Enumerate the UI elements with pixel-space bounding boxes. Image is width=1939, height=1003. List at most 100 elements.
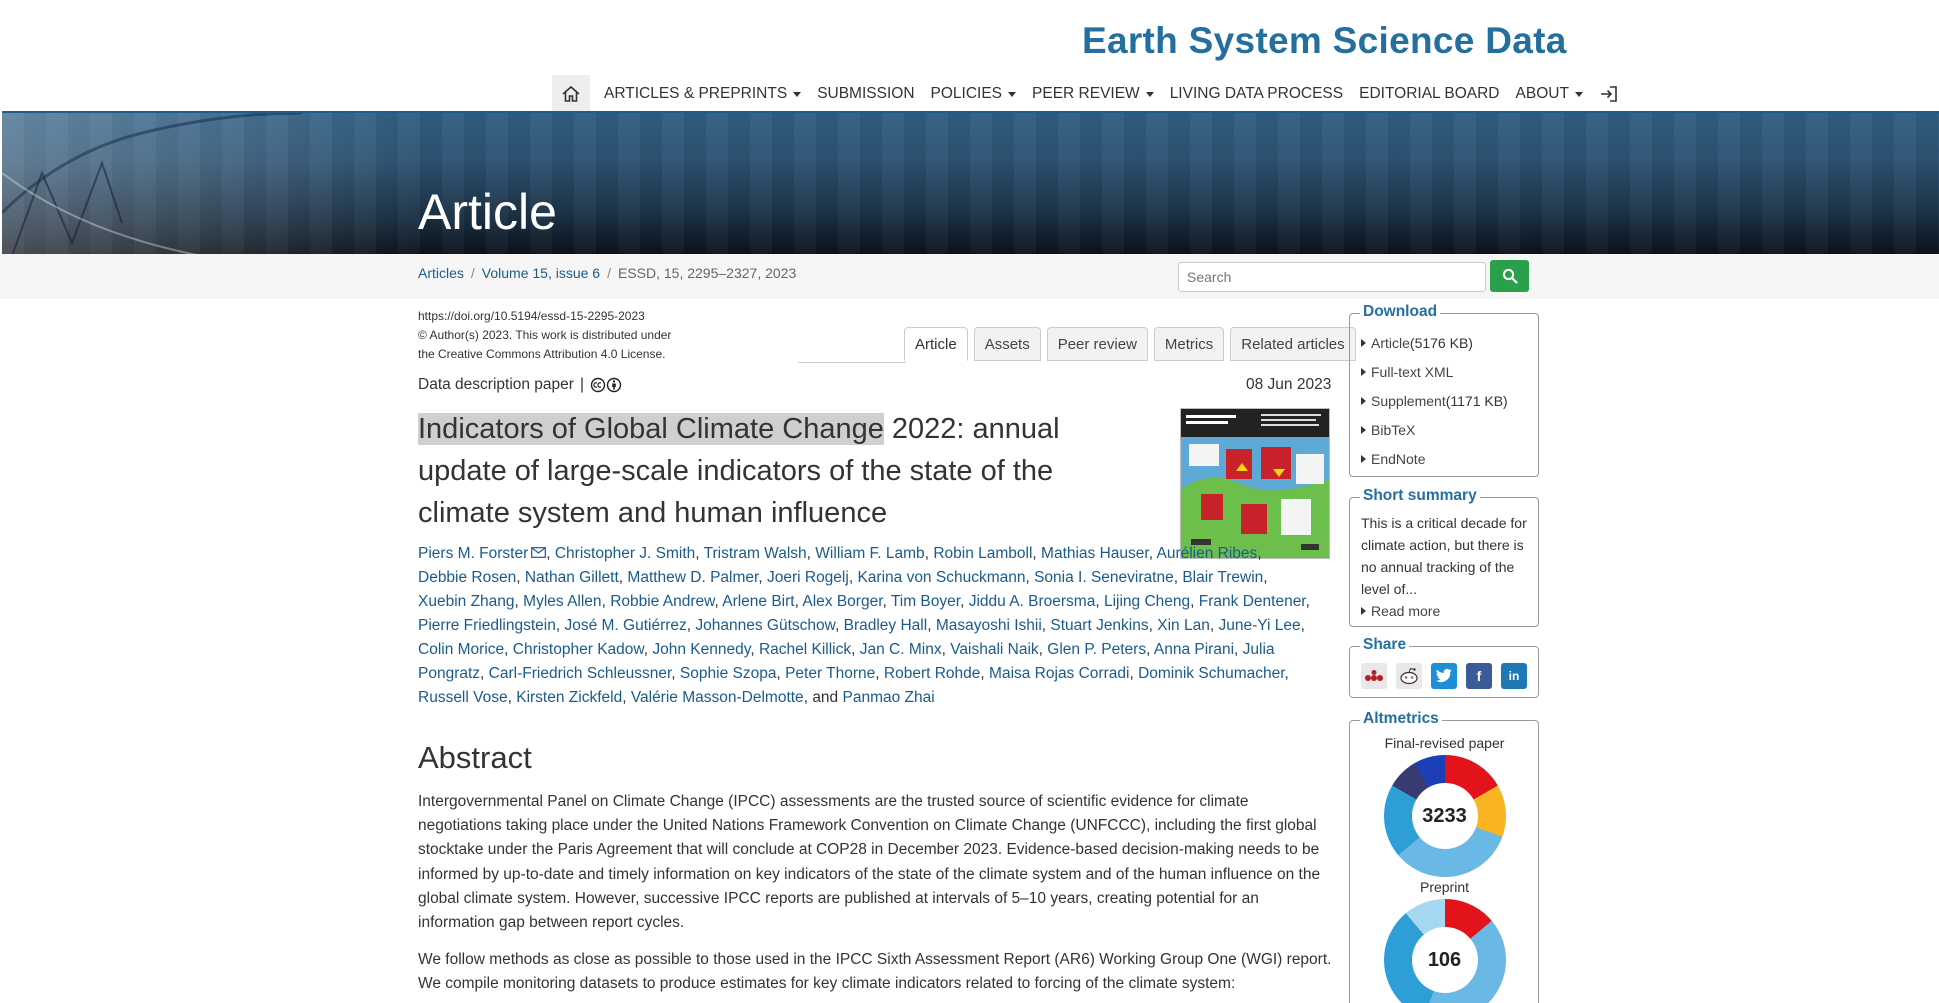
download-supplement[interactable]: Supplement (1171 KB) <box>1361 386 1528 415</box>
nav-policies[interactable]: POLICIES <box>923 85 1025 103</box>
tab-peer-review[interactable]: Peer review <box>1047 327 1148 361</box>
author-link[interactable]: John Kennedy <box>652 641 750 658</box>
author-link[interactable]: Dominik Schumacher <box>1138 665 1284 682</box>
author-link[interactable]: Robin Lamboll <box>933 545 1032 562</box>
author-and: and <box>812 689 838 706</box>
site-title[interactable]: Earth System Science Data <box>1082 20 1567 62</box>
author-link[interactable]: Sonia I. Seneviratne <box>1034 569 1174 586</box>
author-link[interactable]: Carl-Friedrich Schleussner <box>489 665 672 682</box>
altmetrics-box: Altmetrics Final-revised paper 3233 Prep… <box>1349 720 1539 1003</box>
breadcrumb-articles[interactable]: Articles <box>418 265 464 281</box>
login-button[interactable] <box>1591 85 1627 103</box>
author-link[interactable]: Bradley Hall <box>844 617 928 634</box>
author-link[interactable]: Panmao Zhai <box>843 689 935 706</box>
author-link[interactable]: Robert Rohde <box>884 665 981 682</box>
author-link[interactable]: Nathan Gillett <box>525 569 619 586</box>
author-link[interactable]: Aurélien Ribes <box>1157 545 1258 562</box>
license-text[interactable]: the Creative Commons Attribution 4.0 Lic… <box>418 345 708 364</box>
author-link[interactable]: Johannes Gütschow <box>695 617 835 634</box>
banner-seismograph-graphic <box>2 113 422 254</box>
author-link[interactable]: Joeri Rogelj <box>767 569 849 586</box>
author-link[interactable]: June-Yi Lee <box>1218 617 1300 634</box>
download-label[interactable]: Full-text XML <box>1371 364 1453 380</box>
author-link[interactable]: Russell Vose <box>418 689 508 706</box>
author-link[interactable]: Vaishali Naik <box>950 641 1038 658</box>
download-label[interactable]: BibTeX <box>1371 422 1415 438</box>
envelope-icon[interactable] <box>531 547 546 558</box>
author-link[interactable]: Sophie Szopa <box>680 665 777 682</box>
author-link[interactable]: Rachel Killick <box>759 641 851 658</box>
banner-title: Article <box>418 183 557 241</box>
author-link[interactable]: Arlene Birt <box>722 593 794 610</box>
doi-link[interactable]: https://doi.org/10.5194/essd-15-2295-202… <box>418 307 708 326</box>
author-link[interactable]: Valérie Masson-Delmotte <box>631 689 804 706</box>
author-link[interactable]: Christopher Kadow <box>513 641 644 658</box>
download-label[interactable]: Supplement <box>1371 393 1446 409</box>
share-facebook[interactable]: f <box>1466 663 1492 689</box>
author-link[interactable]: José M. Gutiérrez <box>564 617 686 634</box>
download-endnote[interactable]: EndNote <box>1361 444 1528 473</box>
author-link[interactable]: Glen P. Peters <box>1047 641 1146 658</box>
share-mendeley[interactable] <box>1361 663 1387 689</box>
author-separator: , <box>1190 593 1199 610</box>
nav-articles-preprints[interactable]: ARTICLES & PREPRINTS <box>596 85 809 103</box>
read-more-label[interactable]: Read more <box>1371 603 1440 619</box>
author-link[interactable]: Jan C. Minx <box>860 641 942 658</box>
author-link[interactable]: Alex Borger <box>802 593 882 610</box>
search-input[interactable] <box>1178 262 1486 292</box>
home-button[interactable] <box>552 75 590 113</box>
tab-assets[interactable]: Assets <box>974 327 1041 361</box>
search-button[interactable] <box>1490 260 1529 292</box>
author-link[interactable]: Lijing Cheng <box>1104 593 1190 610</box>
author-link[interactable]: Christopher J. Smith <box>555 545 695 562</box>
author-link[interactable]: Masayoshi Ishii <box>936 617 1042 634</box>
author-link[interactable]: Colin Morice <box>418 641 504 658</box>
author-link[interactable]: Kirsten Zickfeld <box>516 689 622 706</box>
tab-related-articles[interactable]: Related articles <box>1230 327 1355 361</box>
altmetric-final-donut[interactable]: 3233 <box>1384 755 1506 877</box>
paper-type-label: Data description paper <box>418 376 574 394</box>
tab-metrics[interactable]: Metrics <box>1154 327 1224 361</box>
author-link[interactable]: Tristram Walsh <box>704 545 807 562</box>
nav-editorial-board[interactable]: EDITORIAL BOARD <box>1351 85 1507 103</box>
breadcrumb-volume[interactable]: Volume 15, issue 6 <box>482 265 600 281</box>
tab-article[interactable]: Article <box>904 327 968 361</box>
nav-peer-review[interactable]: PEER REVIEW <box>1024 85 1162 103</box>
cc-by-icon[interactable] <box>590 377 622 393</box>
share-linkedin[interactable]: in <box>1501 663 1527 689</box>
graphical-abstract-thumbnail[interactable] <box>1180 408 1330 559</box>
author-link[interactable]: Blair Trewin <box>1182 569 1263 586</box>
author-link[interactable]: Mathias Hauser <box>1041 545 1149 562</box>
share-twitter[interactable] <box>1431 663 1457 689</box>
author-link[interactable]: Karina von Schuckmann <box>857 569 1025 586</box>
download-xml[interactable]: Full-text XML <box>1361 357 1528 386</box>
author-link[interactable]: Robbie Andrew <box>610 593 714 610</box>
read-more-link[interactable]: Read more <box>1361 600 1528 622</box>
download-bibtex[interactable]: BibTeX <box>1361 415 1528 444</box>
author-link[interactable]: Stuart Jenkins <box>1050 617 1148 634</box>
author-link[interactable]: Tim Boyer <box>891 593 960 610</box>
download-label[interactable]: Article <box>1371 335 1410 351</box>
nav-about[interactable]: ABOUT <box>1508 85 1591 103</box>
author-link[interactable]: Pierre Friedlingstein <box>418 617 556 634</box>
author-link[interactable]: Matthew D. Palmer <box>627 569 758 586</box>
nav-living-data-process[interactable]: LIVING DATA PROCESS <box>1162 85 1351 103</box>
share-reddit[interactable] <box>1396 663 1422 689</box>
download-article[interactable]: Article (5176 KB) <box>1361 328 1528 357</box>
author-link[interactable]: Jiddu A. Broersma <box>969 593 1096 610</box>
author-link[interactable]: Myles Allen <box>523 593 601 610</box>
author-link[interactable]: Piers M. Forster <box>418 545 528 562</box>
author-link[interactable]: Anna Pirani <box>1154 641 1234 658</box>
author-link[interactable]: Xin Lan <box>1157 617 1210 634</box>
author-link[interactable]: Frank Dentener <box>1199 593 1306 610</box>
download-label[interactable]: EndNote <box>1371 451 1425 467</box>
caret-right-icon <box>1361 368 1366 376</box>
author-link[interactable]: Maisa Rojas Corradi <box>989 665 1129 682</box>
author-link[interactable]: William F. Lamb <box>815 545 924 562</box>
author-link[interactable]: Peter Thorne <box>785 665 875 682</box>
author-link[interactable]: Debbie Rosen <box>418 569 516 586</box>
short-summary-legend: Short summary <box>1360 487 1480 505</box>
author-link[interactable]: Xuebin Zhang <box>418 593 515 610</box>
altmetric-preprint-donut[interactable]: 106 <box>1384 899 1506 1003</box>
nav-submission[interactable]: SUBMISSION <box>809 85 922 103</box>
